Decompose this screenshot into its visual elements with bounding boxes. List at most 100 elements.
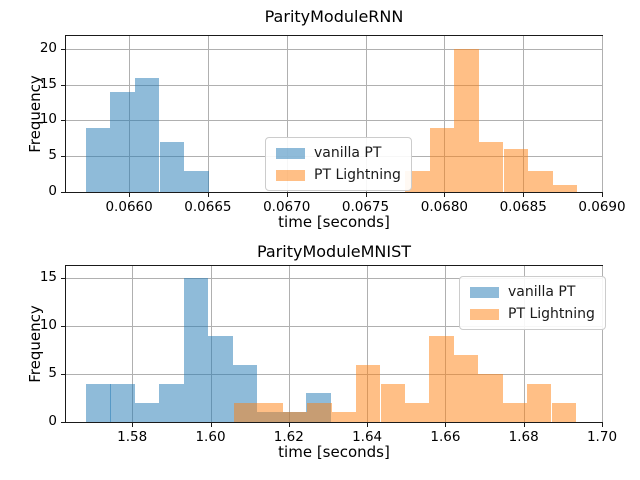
- y-gridline: [66, 278, 602, 280]
- y-tick-mark: [61, 374, 65, 376]
- histogram-bar-pt-lightning: [405, 402, 430, 422]
- x-tick-label: 1.60: [195, 429, 226, 445]
- y-tick-label: 15: [39, 269, 57, 286]
- y-tick-label: 15: [39, 75, 57, 92]
- legend: vanilla PT PT Lightning: [265, 137, 412, 191]
- x-tick-mark: [444, 193, 446, 197]
- histogram-bar-pt-lightning: [234, 402, 259, 422]
- x-tick-mark: [210, 423, 212, 427]
- legend-label: PT Lightning: [314, 167, 401, 183]
- x-tick-label: 0.0670: [263, 199, 311, 215]
- x-axis-label: time [seconds]: [278, 213, 390, 231]
- histogram-bar-vanilla-pt: [184, 170, 209, 192]
- x-tick-mark: [365, 193, 367, 197]
- x-tick-label: 0.0680: [420, 199, 469, 215]
- y-tick-label: 10: [39, 111, 57, 128]
- histogram-bar-pt-lightning: [478, 141, 504, 192]
- x-gridline: [444, 36, 446, 192]
- legend-swatch-icon: [470, 286, 499, 298]
- histogram-bar-pt-lightning: [453, 355, 479, 422]
- histogram-bar-pt-lightning: [502, 402, 528, 422]
- x-gridline: [288, 266, 290, 422]
- histogram-bar-vanilla-pt: [159, 383, 184, 422]
- histogram-bar-pt-lightning: [454, 48, 479, 192]
- histogram-bar-vanilla-pt: [134, 402, 160, 422]
- x-gridline: [523, 266, 525, 422]
- x-tick-mark: [523, 193, 525, 197]
- x-tick-mark: [132, 423, 134, 427]
- y-gridline: [66, 48, 602, 50]
- histogram-bar-pt-lightning: [331, 412, 357, 422]
- x-axis-label: time [seconds]: [278, 443, 390, 461]
- histogram-bar-pt-lightning: [356, 364, 381, 422]
- y-gridline: [66, 374, 602, 376]
- y-tick-label: 0: [48, 183, 57, 199]
- histogram-bar-vanilla-pt: [183, 278, 209, 422]
- histogram-bar-pt-lightning: [527, 383, 552, 422]
- histogram-bar-pt-lightning: [282, 412, 308, 422]
- x-gridline: [523, 36, 525, 192]
- x-tick-label: 1.66: [430, 429, 461, 445]
- x-gridline: [602, 36, 603, 192]
- histogram-bar-pt-lightning: [429, 335, 454, 422]
- legend-label: PT Lightning: [508, 306, 595, 322]
- histogram-bar-pt-lightning: [552, 184, 578, 192]
- legend-swatch-icon: [276, 169, 305, 181]
- y-tick-label: 5: [48, 147, 57, 164]
- histogram-bar-pt-lightning: [503, 149, 529, 192]
- x-tick-label: 0.0660: [105, 199, 153, 215]
- x-gridline: [602, 266, 603, 422]
- x-tick-mark: [286, 193, 288, 197]
- histogram-bar-pt-lightning: [380, 383, 405, 422]
- histogram-bar-pt-lightning: [478, 374, 503, 422]
- y-tick-mark: [61, 156, 65, 158]
- legend-label: vanilla PT: [508, 284, 576, 300]
- legend-entry: PT Lightning: [276, 167, 401, 183]
- legend-swatch-icon: [276, 147, 305, 159]
- legend-swatch-icon: [470, 308, 499, 320]
- x-tick-mark: [602, 423, 603, 427]
- histogram-bar-pt-lightning: [307, 402, 332, 422]
- x-tick-mark: [445, 423, 447, 427]
- y-axis-label: Frequency: [26, 305, 44, 383]
- x-tick-label: 0.0675: [341, 199, 390, 215]
- histogram-bar-vanilla-pt: [134, 77, 160, 192]
- y-tick-label: 10: [39, 317, 57, 334]
- legend-label: vanilla PT: [314, 145, 382, 161]
- x-gridline: [365, 36, 367, 192]
- legend-entry: vanilla PT: [276, 145, 401, 161]
- histogram-bar-pt-lightning: [429, 127, 455, 192]
- x-tick-label: 1.58: [117, 429, 148, 445]
- y-tick-mark: [61, 192, 65, 193]
- y-tick-label: 5: [48, 365, 57, 382]
- y-tick-mark: [61, 278, 65, 280]
- histogram-bar-vanilla-pt: [86, 383, 111, 422]
- x-tick-mark: [207, 193, 209, 197]
- y-tick-label: 0: [48, 413, 57, 429]
- histogram-bar-pt-lightning: [551, 402, 576, 422]
- y-tick-label: 20: [39, 39, 57, 56]
- x-gridline: [286, 36, 288, 192]
- x-tick-label: 1.62: [273, 429, 304, 445]
- legend-entry: PT Lightning: [470, 306, 595, 322]
- y-tick-mark: [61, 422, 65, 423]
- plot-area: [65, 35, 603, 193]
- y-tick-mark: [61, 326, 65, 328]
- x-tick-label: 1.64: [352, 429, 383, 445]
- x-tick-label: 1.68: [508, 429, 539, 445]
- x-tick-label: 0.0690: [578, 199, 626, 215]
- histogram-bar-vanilla-pt: [110, 91, 135, 192]
- x-tick-mark: [602, 193, 603, 197]
- x-tick-mark: [523, 423, 525, 427]
- chart-title: ParityModuleMNIST: [256, 242, 412, 261]
- x-tick-mark: [288, 423, 290, 427]
- histogram-bar-vanilla-pt: [159, 141, 185, 192]
- histogram-bar-pt-lightning: [528, 170, 553, 192]
- legend: vanilla PT PT Lightning: [459, 276, 606, 330]
- histogram-bar-vanilla-pt: [208, 335, 233, 422]
- x-tick-label: 0.0665: [184, 199, 232, 215]
- x-tick-label: 0.0685: [499, 199, 547, 215]
